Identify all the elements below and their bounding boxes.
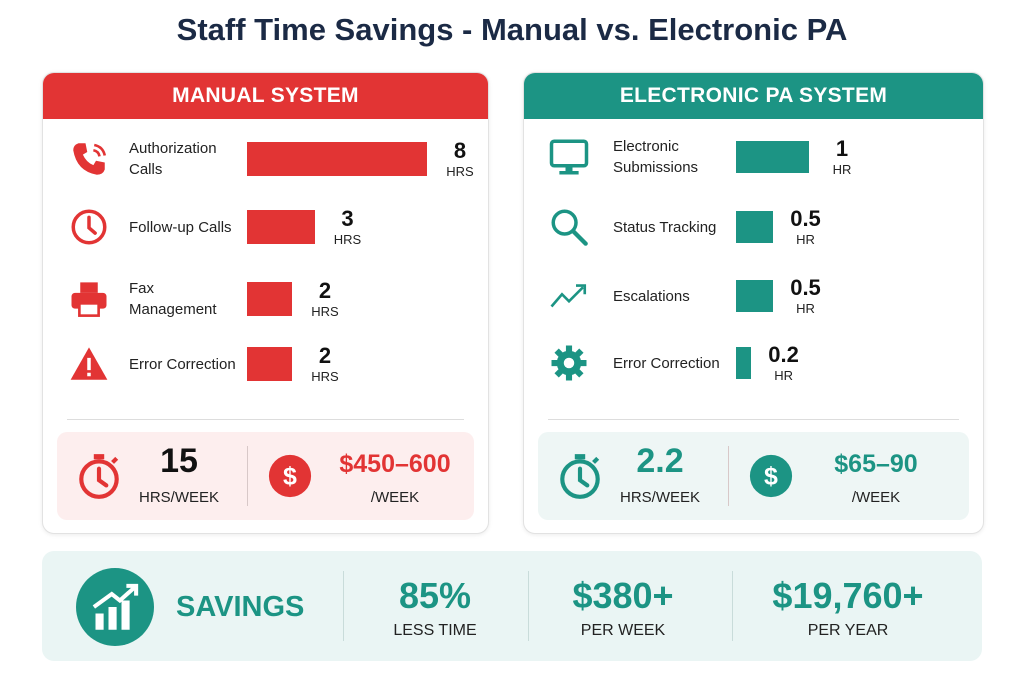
svg-text:$: $ <box>764 463 778 491</box>
bar-unit: HR <box>796 232 815 247</box>
system-panel: MANUAL SYSTEM Authorization Calls 8 HRS Foll… <box>42 72 489 534</box>
stat-divider <box>343 571 344 641</box>
divider <box>548 419 959 420</box>
total-hours: 2.2 <box>636 442 684 480</box>
savings-label: SAVINGS <box>176 591 305 623</box>
summary-box: 15 HRS/WEEK $ $450–600/WEEK <box>57 432 474 520</box>
page-title: Staff Time Savings - Manual vs. Electron… <box>176 12 848 47</box>
task-icon-graphic <box>71 282 107 317</box>
bar-unit: HRS <box>311 369 339 384</box>
stat-divider <box>732 571 733 641</box>
stopwatch-icon-graphic <box>79 454 119 499</box>
task-label: Error Correction <box>613 354 720 372</box>
stopwatch-icon <box>555 451 605 501</box>
bar <box>247 142 427 176</box>
bar <box>736 347 751 379</box>
task-label: Status Tracking <box>613 218 717 236</box>
svg-text:$: $ <box>283 463 297 491</box>
task-label: Error Correction <box>129 355 236 373</box>
box-divider <box>247 446 248 506</box>
summary-box: 2.2 HRS/WEEK $ $65–90/WEEK <box>538 432 969 520</box>
stat-label: PER WEEK <box>580 622 666 639</box>
bar-value: 1 <box>835 136 849 161</box>
task-label: Authorization Calls <box>129 140 217 178</box>
task-icon <box>68 138 110 180</box>
task-icon-graphic <box>70 347 108 380</box>
bar <box>736 280 773 312</box>
stat-label: LESS TIME <box>393 622 477 639</box>
task-icon <box>68 343 110 385</box>
savings-icon-graphic <box>76 568 154 646</box>
dollar-icon-graphic: $ <box>268 454 312 498</box>
stat-value: $19,760+ <box>772 575 924 616</box>
total-hours: 15 <box>160 442 198 480</box>
bar <box>247 282 292 316</box>
stat-value: 85% <box>398 575 472 616</box>
task-icon <box>68 206 110 248</box>
task-icon-graphic <box>551 209 588 246</box>
box-divider <box>728 446 729 506</box>
task-label: Fax Management <box>129 280 217 318</box>
bar-unit: HRS <box>311 304 339 319</box>
weekly-cost: $65–90 <box>834 450 918 478</box>
bar-unit: HR <box>774 368 793 383</box>
task-icon-graphic <box>550 284 587 308</box>
task-icon-graphic <box>71 209 107 245</box>
weekly-cost: $450–600 <box>339 450 451 478</box>
bar-value: 8 <box>453 138 467 163</box>
bar-unit: HR <box>796 301 815 316</box>
task-label: Follow-up Calls <box>129 218 232 236</box>
total-unit: HRS/WEEK <box>138 489 219 506</box>
dollar-icon: $ <box>267 453 313 499</box>
system-panel: ELECTRONIC PA SYSTEM Electronic Submissio… <box>523 72 984 534</box>
stat-label: PER YEAR <box>807 622 889 639</box>
savings-icon <box>76 568 154 646</box>
task-label: Escalations <box>613 287 690 305</box>
panel-header: ELECTRONIC PA SYSTEM <box>524 73 983 119</box>
bar <box>247 347 292 381</box>
task-icon <box>68 278 110 320</box>
dollar-icon: $ <box>748 453 794 499</box>
task-icon <box>548 275 590 317</box>
bar-value: 0.2 <box>768 342 799 367</box>
cost-unit: /WEEK <box>851 489 901 506</box>
bar-value: 0.5 <box>790 206 821 231</box>
task-icon-graphic <box>551 345 587 381</box>
task-icon-graphic <box>549 139 589 175</box>
bar <box>736 211 773 243</box>
stopwatch-icon <box>74 451 124 501</box>
stat-divider <box>528 571 529 641</box>
task-icon <box>548 206 590 248</box>
task-label: Electronic Submissions <box>613 138 699 176</box>
task-icon-graphic <box>73 143 107 175</box>
total-unit: HRS/WEEK <box>619 489 700 506</box>
bar-value: 2 <box>318 278 332 303</box>
bar <box>736 141 809 173</box>
panel-header: MANUAL SYSTEM <box>43 73 488 119</box>
task-icon <box>548 136 590 178</box>
stat-value: $380+ <box>572 575 674 616</box>
bar-value: 3 <box>341 206 354 231</box>
bar <box>247 210 315 244</box>
cost-unit: /WEEK <box>370 489 420 506</box>
stopwatch-icon-graphic <box>560 454 600 499</box>
bar-unit: HRS <box>446 164 474 179</box>
task-icon <box>548 342 590 384</box>
bar-unit: HRS <box>333 232 362 247</box>
divider <box>67 419 464 420</box>
bar-value: 2 <box>318 343 332 368</box>
savings-band: SAVINGS 85% LESS TIME $380+ PER WEEK $19,760+… <box>42 551 982 661</box>
bar-value: 0.5 <box>790 275 821 300</box>
bar-unit: HR <box>832 162 852 177</box>
dollar-icon-graphic: $ <box>749 454 793 498</box>
